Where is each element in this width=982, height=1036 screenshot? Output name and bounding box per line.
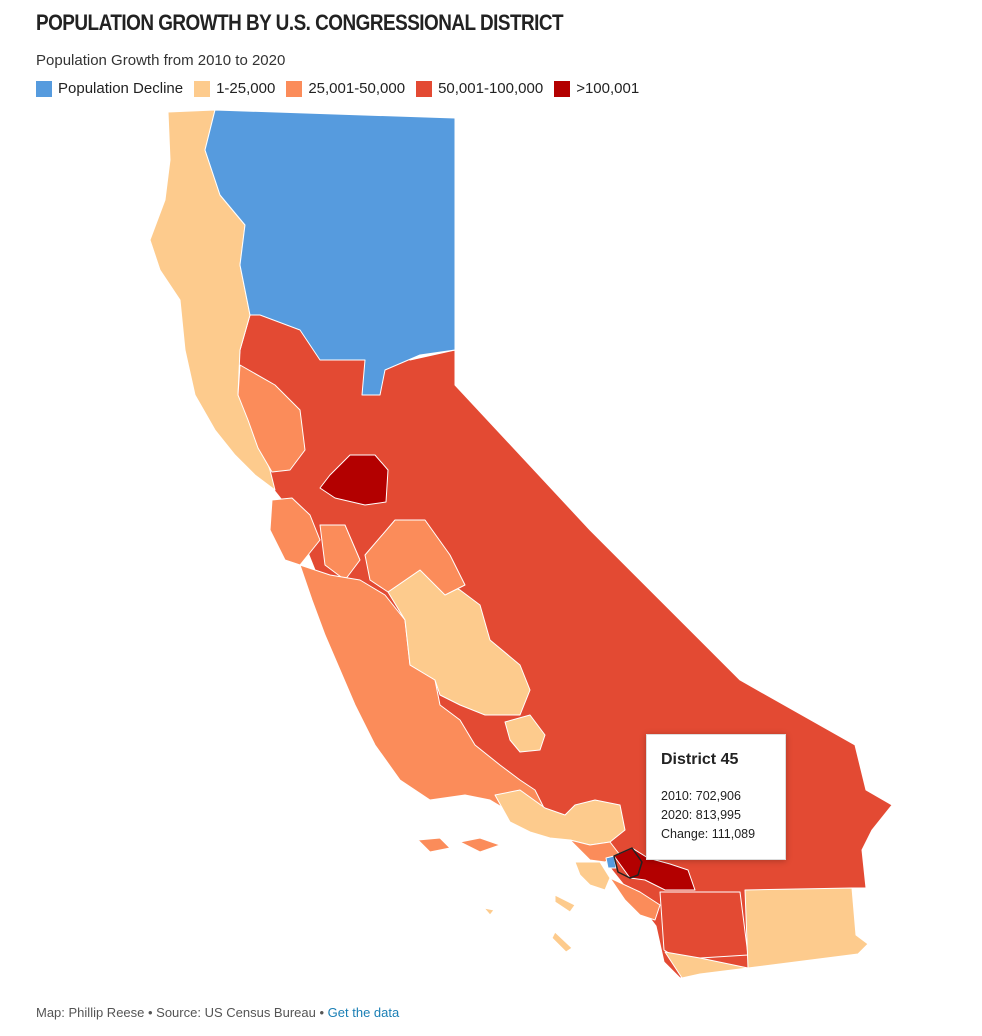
district-45[interactable] <box>613 847 696 891</box>
channel-island <box>551 931 573 953</box>
district-central-valley[interactable] <box>387 569 531 716</box>
district-east-bay[interactable] <box>319 524 361 581</box>
channel-island <box>554 894 576 913</box>
legend-item-1-25000: 1-25,000 <box>194 80 275 97</box>
tooltip-title: District 45 <box>661 751 739 768</box>
district-ventura[interactable] <box>494 789 626 846</box>
district-modesto[interactable] <box>364 519 466 596</box>
tooltip-change: Change: 111,089 <box>661 827 756 841</box>
district-sacramento[interactable] <box>319 454 389 506</box>
legend: Population Decline 1-25,000 25,001-50,00… <box>36 80 650 97</box>
legend-item-over-100001: >100,001 <box>554 80 639 97</box>
tooltip-2010: 2010: 702,906 <box>661 789 741 803</box>
channel-island <box>483 907 495 916</box>
tooltip-2020: 2020: 813,995 <box>661 808 741 822</box>
footer: Map: Phillip Reese • Source: US Census B… <box>36 1005 399 1020</box>
district-45-outline <box>613 847 643 879</box>
legend-label: 50,001-100,000 <box>438 80 544 97</box>
district-bakersfield[interactable] <box>504 714 546 753</box>
district-tooltip: District 45 2010: 702,906 2020: 813,995 … <box>646 734 786 860</box>
legend-item-25001-50000: 25,001-50,000 <box>286 80 405 97</box>
legend-item-decline: Population Decline <box>36 80 183 97</box>
legend-swatch <box>194 80 211 97</box>
legend-swatch <box>36 80 52 97</box>
legend-item-50001-100000: 50,001-100,000 <box>416 80 543 97</box>
district-bay-area[interactable] <box>269 497 321 566</box>
map-subtitle: Population Growth from 2010 to 2020 <box>36 52 286 69</box>
district-north-east[interactable] <box>204 109 456 396</box>
legend-label: Population Decline <box>58 80 184 97</box>
legend-label: >100,001 <box>576 80 640 97</box>
channel-island <box>417 837 451 853</box>
district-orange-county[interactable] <box>609 877 661 921</box>
district-north-valley[interactable] <box>237 364 306 473</box>
district-san-diego-inland[interactable] <box>659 891 749 961</box>
legend-swatch <box>416 80 433 97</box>
legend-swatch <box>554 80 571 97</box>
get-the-data-link[interactable]: Get the data <box>327 1005 400 1020</box>
district-la-decline[interactable] <box>605 855 617 869</box>
legend-swatch <box>286 80 303 97</box>
legend-label: 1-25,000 <box>216 80 276 97</box>
district-san-diego-coast[interactable] <box>664 951 749 979</box>
district-imperial[interactable] <box>744 887 869 969</box>
channel-island <box>459 837 501 853</box>
page-title: POPULATION GROWTH BY U.S. CONGRESSIONAL … <box>36 10 564 35</box>
footer-credit: Map: Phillip Reese • Source: US Census B… <box>36 1005 325 1020</box>
legend-label: 25,001-50,000 <box>308 80 406 97</box>
district-coastal-la[interactable] <box>574 861 611 891</box>
